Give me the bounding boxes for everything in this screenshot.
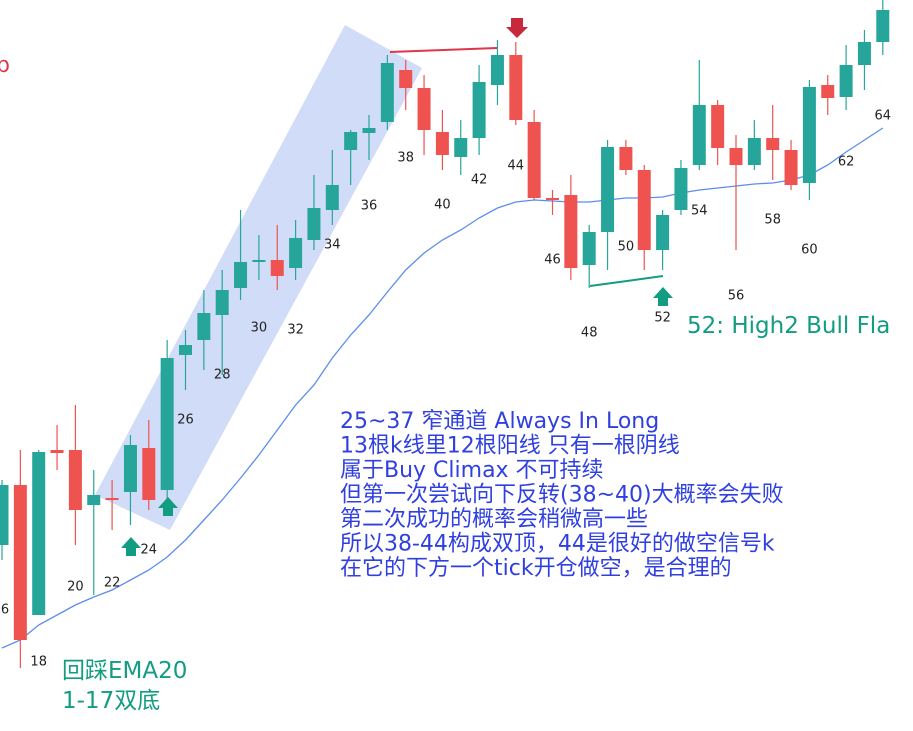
candle-body xyxy=(325,185,339,210)
bar-number: 40 xyxy=(434,198,451,213)
candle-body xyxy=(472,82,486,138)
candle-body xyxy=(32,452,46,615)
bar-number: 30 xyxy=(251,321,268,336)
candle-body xyxy=(747,138,761,165)
bar-number: 50 xyxy=(618,240,635,255)
bar-number: 44 xyxy=(508,159,525,174)
candle-body xyxy=(490,55,504,85)
bar-number: 52 xyxy=(654,311,671,326)
candle-body xyxy=(692,105,706,165)
candle-body xyxy=(821,85,835,98)
candle-body xyxy=(179,345,192,355)
candle-body xyxy=(876,10,890,42)
bar-number: 62 xyxy=(838,155,855,170)
bar-number: 22 xyxy=(104,576,121,591)
double-bottom-line xyxy=(589,275,664,287)
note-line: 第二次成功的概率会稍微高一些 xyxy=(340,507,648,532)
candle-body xyxy=(509,55,523,120)
candle-body xyxy=(123,445,137,492)
candle-body xyxy=(674,168,688,210)
candle-body xyxy=(546,198,559,200)
bar-number: 46 xyxy=(544,253,561,268)
candle-body xyxy=(362,128,376,133)
candle-body xyxy=(87,495,101,505)
candle-body xyxy=(0,485,9,545)
bar-number: 32 xyxy=(287,323,304,338)
candle-body xyxy=(160,358,174,490)
candle-body xyxy=(435,132,449,155)
candle-body xyxy=(454,138,468,157)
candle-body xyxy=(289,238,303,268)
note-line: 在它的下方一个tick开仓做空，是合理的 xyxy=(340,556,732,581)
candle-body xyxy=(252,260,266,262)
note-line: 但第一次尝试向下反转(38~40)大概率会失败 xyxy=(340,483,784,508)
bar-number: 64 xyxy=(875,109,892,124)
candle-body xyxy=(582,232,596,265)
bar-number: 38 xyxy=(397,151,414,166)
bar-number: 20 xyxy=(67,580,84,595)
candle-body xyxy=(270,260,284,276)
pullback-note: 1-17双底 xyxy=(62,688,160,714)
note-line: 13根k线里12根阳线 只有一根阴线 xyxy=(340,434,680,459)
candle-body xyxy=(417,88,431,130)
candle-body xyxy=(344,132,358,150)
buy-arrow xyxy=(158,497,178,516)
bar-number: 18 xyxy=(30,655,47,670)
note-line: 25~37 窄通道 Always In Long xyxy=(340,409,659,434)
bar-number: 42 xyxy=(471,173,488,188)
candle-body xyxy=(399,70,413,88)
candle-body xyxy=(234,262,248,288)
candle-body xyxy=(13,485,27,640)
candle-body xyxy=(215,290,229,315)
candle-body xyxy=(68,450,82,510)
note-line: 属于Buy Climax 不可持续 xyxy=(340,458,604,483)
candle-body xyxy=(380,63,394,122)
sell-arrow xyxy=(506,18,528,38)
flag-note: 52: High2 Bull Fla xyxy=(687,313,890,339)
candle-body xyxy=(105,498,119,500)
plot: 6 18 20 22 24 26 28 30 32 34 36 38 40 42 44 46 48 50 52 54 5… xyxy=(0,0,891,670)
double-top-line xyxy=(389,47,498,53)
bar-number: 34 xyxy=(324,238,341,253)
bar-number: 36 xyxy=(361,199,378,214)
bar-number: 26 xyxy=(177,413,194,428)
bar-number: 60 xyxy=(801,243,818,258)
bar-number: 6 xyxy=(1,603,9,618)
candle-body xyxy=(637,170,651,250)
bar-number: 56 xyxy=(728,289,745,304)
buy-arrow xyxy=(653,287,673,306)
bar-number: 24 xyxy=(141,543,158,558)
candle-body xyxy=(527,122,541,198)
bar-number: 58 xyxy=(764,213,781,228)
candle-body xyxy=(802,87,816,183)
bar-number: 48 xyxy=(581,326,598,341)
bar-number: 54 xyxy=(691,204,708,219)
candle-body xyxy=(601,147,615,232)
pullback-note: 回踩EMA20 xyxy=(62,658,187,684)
candle-body xyxy=(307,208,321,240)
candle-body xyxy=(50,450,64,453)
candle-body xyxy=(197,313,211,340)
candle-body xyxy=(619,147,633,170)
candle-body xyxy=(857,42,871,65)
note-line: 所以38-44构成双顶，44是很好的做空信号k xyxy=(340,532,775,557)
bar-number: 28 xyxy=(214,368,231,383)
candle-body xyxy=(564,195,578,268)
corner-text: p xyxy=(0,53,10,78)
buy-arrow xyxy=(121,537,141,556)
candle-body xyxy=(729,148,743,165)
candle-body xyxy=(711,105,725,148)
candle-body xyxy=(784,150,798,185)
candle-body xyxy=(766,138,780,150)
candle-body xyxy=(142,448,156,500)
candle-body xyxy=(839,65,853,97)
candle-body xyxy=(656,215,670,250)
